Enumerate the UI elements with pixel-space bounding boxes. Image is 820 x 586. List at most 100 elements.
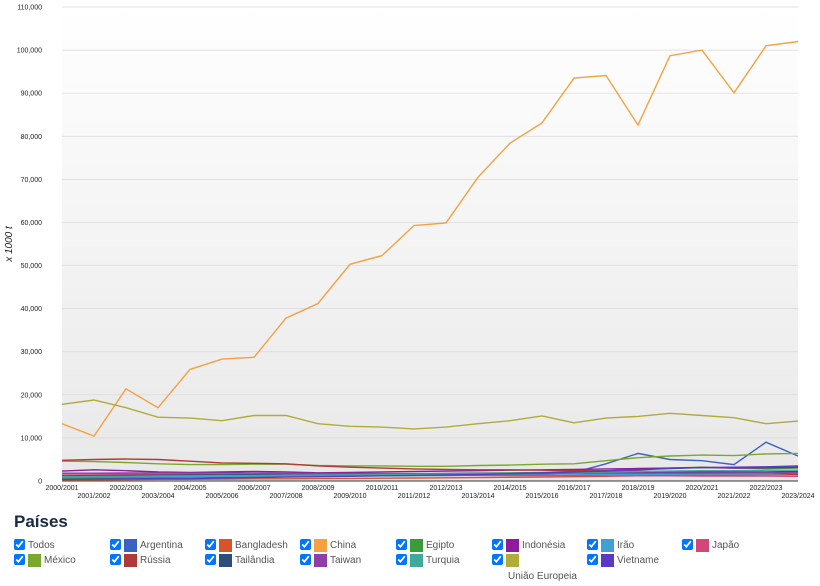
legend-swatch [314, 554, 327, 567]
y-tick-label: 10,000 [21, 435, 43, 442]
legend-swatch [410, 554, 423, 567]
legend-swatch [506, 554, 519, 567]
legend-item[interactable]: Taiwan [300, 554, 361, 568]
legend-item[interactable]: União Europeia [492, 554, 577, 582]
x-tick-label: 2004/2005 [173, 485, 206, 492]
series-line [61, 399, 799, 430]
y-axis-label: x 1000 t [4, 225, 15, 263]
y-tick-label: 0 [38, 479, 42, 486]
legend-checkbox[interactable] [587, 554, 598, 565]
legend-checkbox[interactable] [682, 539, 693, 550]
x-tick-label: 2021/2022 [717, 493, 750, 500]
y-tick-label: 90,000 [21, 91, 43, 98]
legend-swatch [410, 539, 423, 552]
legend-checkbox[interactable] [14, 539, 25, 550]
legend-swatch [124, 539, 137, 552]
legend-label: China [330, 540, 357, 551]
legend-swatch [601, 539, 614, 552]
x-tick-label: 2012/2013 [429, 485, 462, 492]
legend-label: Tailândia [235, 555, 275, 566]
x-tick-label: 2002/2003 [109, 485, 142, 492]
x-tick-label: 2006/2007 [237, 485, 270, 492]
x-tick-label: 2015/2016 [525, 493, 558, 500]
legend-item[interactable]: China [300, 539, 356, 553]
y-tick-label: 70,000 [21, 177, 43, 184]
x-tick-label: 2007/2008 [269, 493, 302, 500]
legend-item[interactable]: Irão [587, 539, 634, 553]
legend-swatch [506, 539, 519, 552]
legend-swatch [314, 539, 327, 552]
y-tick-label: 30,000 [21, 349, 43, 356]
legend-checkbox[interactable] [396, 539, 407, 550]
y-tick-label: 50,000 [21, 263, 43, 270]
legend-checkbox[interactable] [300, 539, 311, 550]
legend-item[interactable]: Rússia [110, 554, 171, 568]
x-tick-label: 2008/2009 [301, 485, 334, 492]
plot-background [62, 7, 798, 481]
x-tick-label: 2013/2014 [461, 493, 494, 500]
x-tick-label: 2022/2023 [749, 485, 782, 492]
legend-checkbox[interactable] [492, 539, 503, 550]
x-tick-label: 2010/2011 [366, 485, 399, 492]
legend-label: Rússia [140, 555, 171, 566]
legend-item[interactable]: Bangladesh [205, 539, 288, 553]
series-line [61, 452, 799, 467]
legend-label: Todos [28, 540, 55, 551]
x-tick-label: 2017/2018 [589, 493, 622, 500]
legend: Países Todos Argentina Bangladesh China Egip… [12, 512, 812, 584]
legend-item[interactable]: Tailândia [205, 554, 274, 568]
legend-item[interactable]: Argentina [110, 539, 183, 553]
legend-item[interactable]: Japão [682, 539, 739, 553]
legend-item-all[interactable]: Todos [14, 539, 55, 553]
legend-checkbox[interactable] [205, 539, 216, 550]
legend-label: Japão [712, 540, 740, 551]
legend-swatch [124, 554, 137, 567]
legend-label: Vietname [617, 555, 660, 566]
legend-swatch [601, 554, 614, 567]
chart: x 1000 t 0 10,000 20,000 30,000 40,000 50,000… [4, 5, 815, 501]
x-tick-label: 2023/2024 [781, 493, 814, 500]
y-tick-label: 100,000 [17, 48, 42, 55]
y-tick-label: 40,000 [21, 306, 43, 313]
legend-checkbox[interactable] [587, 539, 598, 550]
legend-title: Países [14, 512, 68, 531]
y-tick-label: 80,000 [21, 134, 43, 141]
y-tick-label: 60,000 [21, 220, 43, 227]
legend-swatch [28, 554, 41, 567]
legend-checkbox[interactable] [110, 539, 121, 550]
legend-checkbox[interactable] [14, 554, 25, 565]
y-tick-label: 110,000 [17, 5, 42, 12]
legend-label: Argentina [140, 540, 183, 551]
x-tick-label: 2001/2002 [77, 493, 110, 500]
x-tick-label: 2018/2019 [621, 485, 654, 492]
legend-label: Egipto [426, 540, 455, 551]
legend-label: Indonésia [522, 540, 566, 551]
x-tick-label: 2003/2004 [141, 493, 174, 500]
legend-swatch [696, 539, 709, 552]
legend-checkbox[interactable] [110, 554, 121, 565]
x-tick-label: 2014/2015 [493, 485, 526, 492]
legend-label: Turquia [426, 555, 460, 566]
legend-checkbox[interactable] [396, 554, 407, 565]
legend-swatch [219, 539, 232, 552]
legend-checkbox[interactable] [300, 554, 311, 565]
x-tick-label: 2000/2001 [45, 485, 78, 492]
legend-checkbox[interactable] [205, 554, 216, 565]
x-tick-label: 2016/2017 [557, 485, 590, 492]
legend-item[interactable]: México [14, 554, 76, 568]
series-line [61, 465, 799, 480]
x-tick-label: 2009/2010 [333, 493, 366, 500]
x-tick-label: 2020/2021 [685, 485, 718, 492]
x-tick-label: 2019/2020 [653, 493, 686, 500]
legend-checkbox[interactable] [492, 554, 503, 565]
x-tick-label: 2005/2006 [205, 493, 238, 500]
legend-item[interactable]: Indonésia [492, 539, 565, 553]
legend-item[interactable]: Egipto [396, 539, 454, 553]
legend-item[interactable]: Vietname [587, 554, 659, 568]
series-line [61, 40, 799, 438]
legend-item[interactable]: Turquia [396, 554, 460, 568]
y-tick-label: 20,000 [21, 392, 43, 399]
legend-swatch [219, 554, 232, 567]
legend-label: União Europeia [508, 571, 577, 582]
